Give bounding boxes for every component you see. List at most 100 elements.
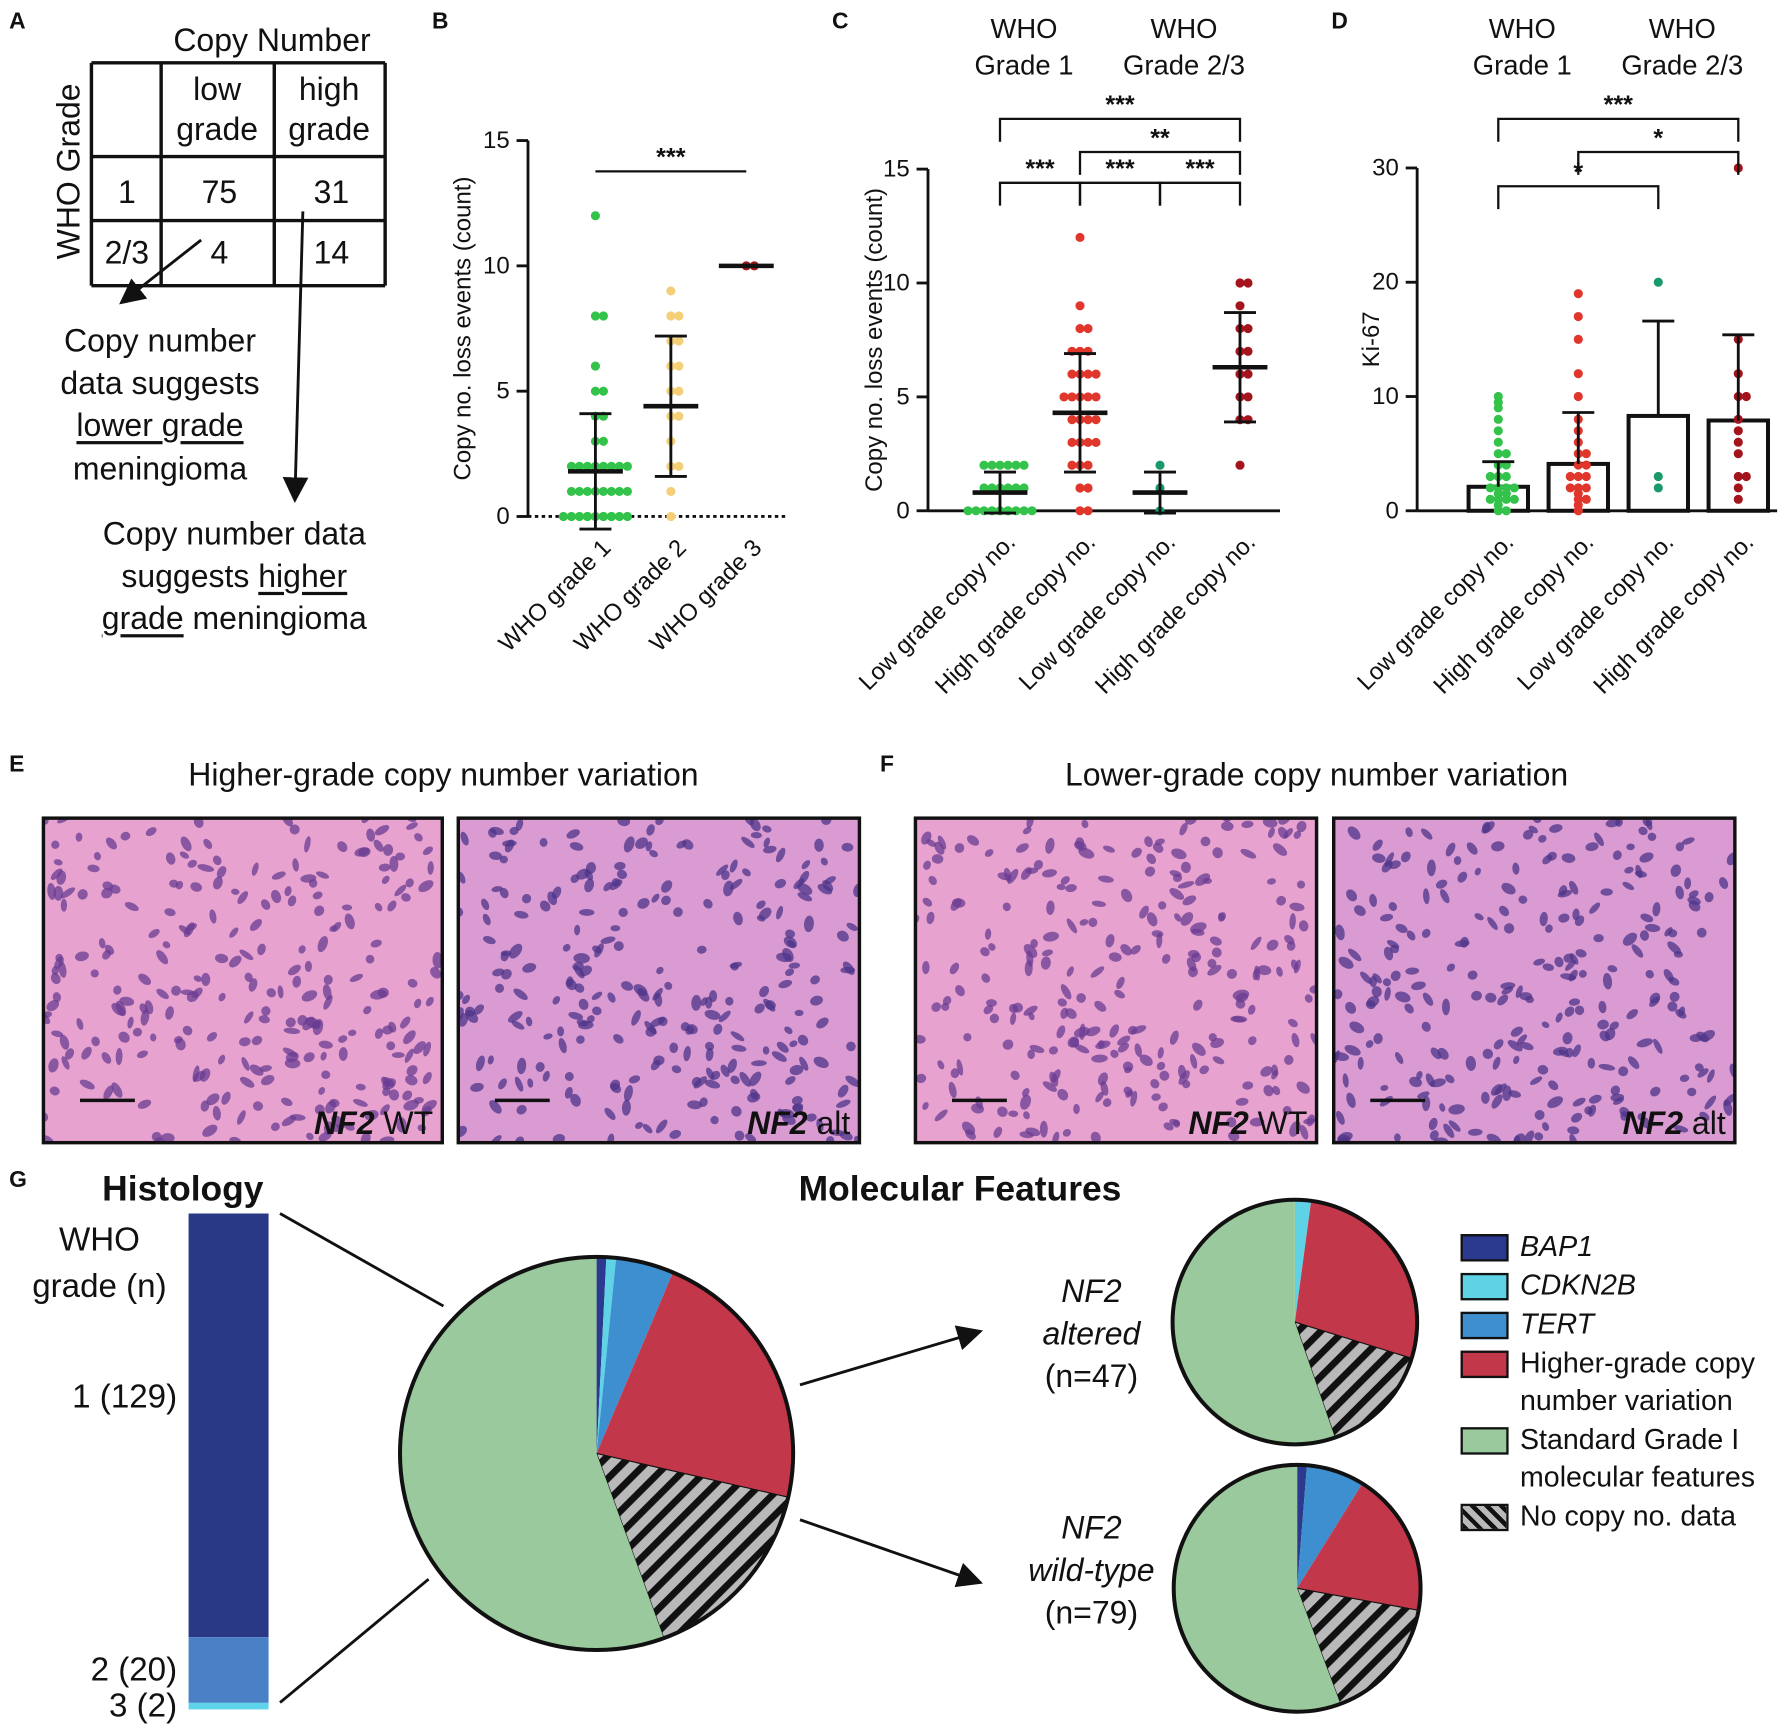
nucleus xyxy=(810,995,823,1006)
nucleus xyxy=(118,1031,130,1043)
data-point xyxy=(1573,391,1583,402)
nucleus xyxy=(79,1079,95,1090)
data-point xyxy=(590,311,600,321)
nucleus xyxy=(562,943,571,952)
nucleus xyxy=(661,880,673,893)
nucleus xyxy=(314,905,325,917)
nucleus xyxy=(725,996,734,1006)
nucleus xyxy=(1673,1125,1689,1133)
nucleus xyxy=(1460,936,1469,948)
nucleus xyxy=(261,1075,275,1086)
nucleus xyxy=(516,1104,527,1115)
table-row-header: WHO Grade xyxy=(51,83,87,259)
nucleus xyxy=(90,969,99,978)
nucleus xyxy=(1117,1042,1130,1053)
nucleus xyxy=(584,869,594,881)
nucleus xyxy=(1235,1097,1249,1106)
nucleus xyxy=(1357,1057,1364,1070)
nucleus xyxy=(985,999,998,1007)
nucleus xyxy=(576,1019,589,1027)
nucleus xyxy=(93,851,102,861)
nucleus xyxy=(1635,864,1643,879)
pie-slice xyxy=(1297,1483,1421,1611)
nucleus xyxy=(931,1002,942,1012)
nucleus xyxy=(750,818,761,832)
nucleus xyxy=(1510,1026,1524,1037)
tissue xyxy=(458,818,860,1143)
x-tick-label: High grade copy no. xyxy=(1090,529,1261,700)
data-point xyxy=(606,511,616,522)
nucleus xyxy=(473,1004,485,1015)
nucleus xyxy=(304,836,311,853)
nucleus xyxy=(1585,842,1599,852)
nucleus xyxy=(1306,1114,1315,1127)
nucleus xyxy=(1372,853,1386,863)
nucleus xyxy=(77,889,88,900)
nucleus xyxy=(1025,867,1039,874)
nucleus xyxy=(1542,854,1553,865)
pie-slice xyxy=(1297,1464,1307,1589)
data-point xyxy=(979,460,989,470)
nucleus xyxy=(731,1105,742,1117)
nucleus xyxy=(160,1133,175,1143)
nucleus xyxy=(628,1075,641,1084)
nucleus xyxy=(805,1113,817,1122)
pie-slice xyxy=(596,1272,794,1498)
data-point xyxy=(1493,449,1503,459)
nucleus xyxy=(182,1025,193,1036)
group-header: Grade 2/3 xyxy=(1123,50,1245,81)
data-point xyxy=(1581,471,1591,482)
nucleus xyxy=(950,1068,960,1079)
nucleus xyxy=(323,974,333,985)
nucleus xyxy=(1002,1039,1014,1050)
nucleus xyxy=(511,1020,525,1030)
legend-swatch xyxy=(1460,1272,1509,1301)
significance-label: * xyxy=(1653,124,1663,152)
nucleus xyxy=(1481,821,1495,834)
data-point xyxy=(1573,334,1583,344)
nucleus xyxy=(50,868,63,880)
nucleus xyxy=(1276,895,1287,906)
nucleus xyxy=(658,1016,668,1027)
nucleus xyxy=(716,864,729,876)
nucleus xyxy=(733,911,743,926)
nucleus xyxy=(1578,970,1587,978)
table-column-header: high xyxy=(299,71,359,107)
y-tick-label: 20 xyxy=(1372,269,1399,296)
arrow xyxy=(799,1518,983,1588)
data-point xyxy=(566,486,576,496)
nucleus xyxy=(427,861,434,875)
nucleus xyxy=(216,866,227,878)
data-point xyxy=(606,486,616,496)
nucleus xyxy=(691,994,702,1011)
nucleus xyxy=(704,1079,721,1089)
annotation-line: Copy number data xyxy=(103,516,366,552)
nucleus xyxy=(394,884,407,897)
bar xyxy=(1626,413,1690,513)
nucleus xyxy=(592,1006,602,1016)
annotation-line: data suggests xyxy=(60,365,259,401)
nucleus xyxy=(381,875,390,885)
data-point xyxy=(1243,346,1253,356)
nucleus xyxy=(1446,963,1456,972)
nucleus xyxy=(727,1058,738,1073)
nucleus xyxy=(1121,888,1133,903)
nucleus xyxy=(566,829,580,839)
nucleus xyxy=(1525,996,1534,1004)
nucleus xyxy=(762,1046,770,1055)
nucleus xyxy=(763,998,776,1012)
nucleus xyxy=(1293,830,1302,839)
nucleus xyxy=(171,985,182,996)
nucleus xyxy=(1333,1052,1350,1061)
data-point xyxy=(1493,426,1503,436)
data-point xyxy=(590,211,600,221)
nucleus xyxy=(1026,818,1034,829)
pie-slice xyxy=(1172,1199,1335,1445)
nucleus xyxy=(1139,1054,1153,1067)
nucleus xyxy=(1210,1038,1225,1049)
nucleus xyxy=(165,852,176,865)
data-point xyxy=(674,386,684,396)
nucleus xyxy=(1587,1057,1596,1069)
significance-label: *** xyxy=(1604,91,1634,119)
